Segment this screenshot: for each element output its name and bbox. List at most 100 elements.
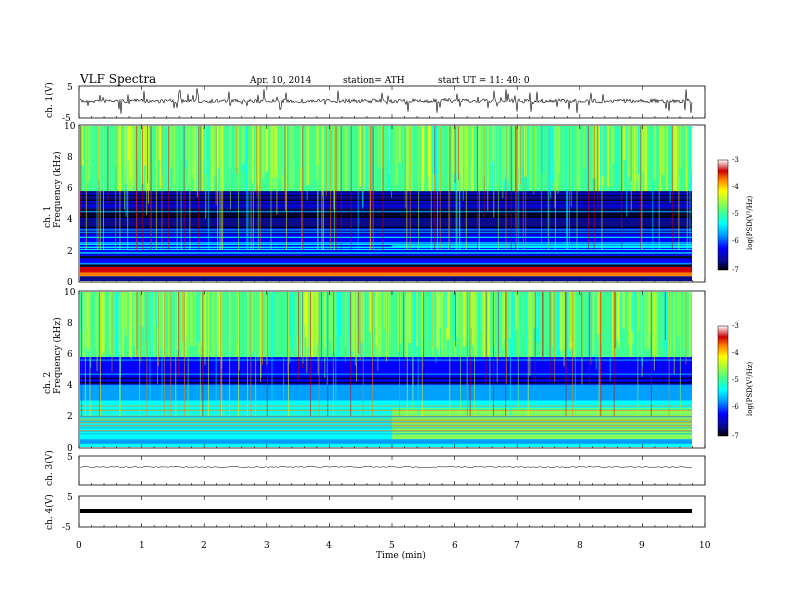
spectrogram-band: [215, 292, 217, 416]
spectrogram-band: [378, 292, 382, 375]
spectrogram-band: [631, 292, 634, 332]
spectrogram-band: [655, 292, 658, 360]
spectrogram-band: [132, 126, 135, 187]
spectrogram-band: [302, 292, 305, 370]
spectrogram-band: [551, 126, 555, 181]
spectrogram-band: [518, 126, 520, 200]
spectrogram-band: [293, 292, 295, 327]
spectrogram-band: [175, 292, 177, 416]
spectrogram-band: [424, 126, 427, 202]
spectrogram-band: [635, 126, 638, 182]
spectrogram-band: [255, 292, 257, 416]
spectrogram-band: [674, 126, 678, 197]
time-axis: 0 1 2 3 4 5 6 7 8 9 10 Time (min): [76, 541, 711, 561]
spectrogram-band: [392, 408, 692, 440]
spectrogram-band: [611, 126, 613, 187]
spectrogram-band: [285, 126, 287, 250]
spectrogram-band: [248, 292, 250, 371]
spectrogram-band: [219, 126, 221, 250]
spectrogram-band: [640, 126, 642, 250]
spectrogram-band: [456, 126, 458, 250]
spectrogram-band: [403, 292, 405, 368]
spectrogram-band: [470, 126, 472, 162]
spectrogram-band: [260, 292, 262, 383]
spectrogram-band: [80, 405, 692, 407]
ch1-freq-tick-4: 4: [67, 215, 73, 225]
spectrogram-band: [618, 292, 620, 349]
spectrogram-band: [387, 126, 390, 210]
spectrogram-band: [609, 292, 611, 382]
spectrogram-band: [202, 292, 204, 416]
spectrogram-band: [679, 292, 681, 416]
spectrogram-band: [536, 126, 539, 206]
spectrogram-band: [141, 292, 145, 327]
spectrogram-band: [507, 126, 509, 180]
time-tick-8: 8: [577, 541, 583, 551]
spectrogram-band: [598, 126, 602, 194]
spectrogram-band: [372, 126, 374, 208]
spectrogram-band: [340, 126, 342, 250]
spectrogram-band: [80, 209, 692, 212]
spectrogram-band: [612, 126, 615, 164]
spectrogram-band: [129, 292, 131, 358]
spectrogram-band: [479, 126, 482, 207]
spectrogram-band: [189, 292, 193, 346]
spectrogram-band: [284, 126, 286, 203]
spectrogram-band: [153, 292, 155, 361]
spectrogram-band: [191, 126, 195, 179]
spectrogram-band: [177, 126, 181, 174]
spectrogram-band: [360, 126, 362, 187]
spectrogram-band: [80, 246, 692, 248]
spectrogram-band: [492, 292, 494, 416]
spectrogram-band: [155, 126, 157, 250]
spectrogram-band: [551, 126, 553, 188]
spectrogram-band: [230, 126, 233, 188]
spectrogram-band: [217, 126, 219, 250]
spectrogram-band: [516, 126, 518, 192]
spectrogram-band: [432, 126, 436, 175]
spectrogram-band: [361, 126, 363, 193]
spectrogram-band: [251, 292, 253, 353]
spectrogram-band: [147, 126, 149, 204]
spectrogram-band: [257, 126, 259, 250]
spectrogram-band: [164, 126, 166, 203]
spectrogram-band: [247, 126, 249, 250]
spectrogram-band: [574, 292, 576, 369]
spectrogram-band: [634, 292, 637, 362]
spectrogram-band: [583, 126, 586, 168]
spectrogram-band: [409, 126, 411, 250]
spectrogram-band: [80, 248, 692, 251]
spectrogram-band: [614, 292, 617, 349]
spectrogram-band: [532, 292, 536, 328]
spectrogram-band: [115, 292, 118, 360]
spectrogram-band: [399, 292, 401, 416]
spectrogram-band: [408, 292, 411, 343]
time-tick-2: 2: [201, 541, 207, 551]
spectrogram-band: [80, 243, 692, 246]
spectrogram-band: [302, 126, 304, 250]
spectrogram-band: [435, 292, 437, 364]
ch2-spectrogram-ylabel: ch. 2Frequency (kHz): [43, 317, 63, 394]
spectrogram-band: [595, 292, 597, 370]
spectrogram-band: [525, 126, 527, 250]
ch3-ytick-top: 5: [67, 453, 73, 463]
spectrogram-band: [119, 292, 121, 416]
spectrogram-band: [124, 126, 126, 167]
spectrogram-band: [439, 126, 441, 250]
spectrogram-band: [303, 126, 307, 201]
spectrogram-band: [489, 292, 491, 416]
spectrogram-band: [178, 292, 180, 377]
spectrogram-band: [183, 292, 187, 352]
spectrogram-band: [527, 292, 529, 416]
spectrogram-band: [418, 126, 420, 250]
spectrogram-band: [344, 126, 348, 210]
spectrogram-band: [268, 292, 271, 362]
spectrogram-band: [427, 126, 430, 177]
time-tick-7: 7: [514, 541, 520, 551]
figure-title: VLF Spectra: [79, 72, 156, 86]
spectrogram-band: [414, 292, 417, 371]
spectrogram-band: [257, 292, 259, 360]
spectrogram-band: [331, 292, 333, 354]
spectrogram-band: [689, 126, 693, 192]
spectrogram-band: [194, 126, 196, 194]
